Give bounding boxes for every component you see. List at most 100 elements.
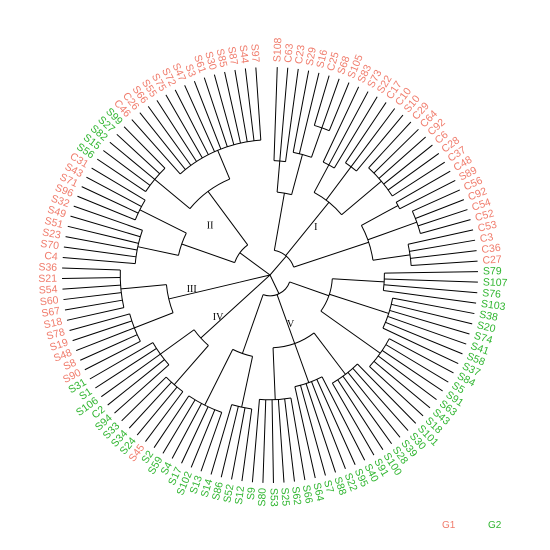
leaf-branch [350,108,396,168]
leaf-label: S79 [483,265,502,277]
leaf-branch [156,100,197,162]
internal-branch [239,252,271,276]
leaf-branch [81,186,139,214]
leaf-branch [345,102,387,164]
leaf-label: S14 [199,477,216,498]
leaf-branch [322,86,360,163]
internal-branch [276,294,296,344]
leaf-branch [417,209,468,227]
leaf-branch [387,153,440,191]
internal-branch [329,293,389,314]
leaf-branch [63,246,137,258]
legend: G1 G2 [442,520,502,531]
internal-branch [276,160,281,193]
leaf-branch [277,399,285,483]
leaf-branch [279,67,289,162]
internal-branch [313,332,346,375]
leaf-label: S18 [43,316,64,332]
leaf-branch [128,381,172,429]
branch-arc [134,230,143,264]
leaf-branch [136,386,178,436]
internal-branch [325,166,352,201]
leaf-label: S76 [482,287,502,301]
leaf-branch [383,144,433,185]
clade-label-v: V [287,319,295,330]
leaf-label: S60 [39,294,59,308]
leaf-branch [121,376,167,422]
internal-branch [137,246,179,256]
branch-arc [273,332,315,349]
leaf-branch [271,399,274,483]
clade-label-ii: II [207,220,214,231]
leaf-branch [378,136,426,179]
leaf-branch [313,75,330,126]
leaf-branch [224,71,241,144]
leaf-branch [101,353,161,398]
leaf-branch [66,307,124,321]
branch-arc [179,139,261,175]
leaf-branch [84,340,141,371]
leaf-label: S53 [268,488,280,507]
leaf-branch [65,236,138,251]
leaf-branch [86,176,142,207]
internal-branch [269,274,280,294]
leaf-branch [328,82,350,131]
leaf-label: S19 [48,336,70,353]
internal-branch [294,343,310,383]
leaf-branch [181,406,209,464]
branch-arc [234,244,249,263]
branch-arc [232,348,253,357]
leaf-branch [89,342,154,380]
leaf-branch [352,368,409,431]
internal-branch [120,284,167,290]
internal-branch [200,285,259,339]
leaf-branch [316,379,356,465]
leaf-branch [190,409,216,468]
leaf-label: S7 [321,479,336,495]
leaf-label: S36 [38,261,57,274]
leaf-branch [321,78,340,129]
branch-arc [322,161,335,169]
leaf-branch [62,256,136,265]
leaf-branch [368,121,412,169]
internal-branch [273,192,285,251]
leaf-label: S1 [77,386,94,403]
leaf-branch [384,271,478,274]
branch-arc [134,199,146,221]
leaf-label: S87 [225,46,240,67]
leaf-branch [292,70,310,153]
leaf-branch [331,382,375,456]
branch-arc [360,225,374,261]
leaf-branch [392,297,475,315]
leaf-label: S16 [314,48,330,69]
leaf-branch [356,114,404,172]
leaf-branch [174,89,209,155]
leaf-label: C54 [470,196,492,214]
internal-branch [372,254,411,261]
leaf-branch [373,128,419,174]
clade-label-i: I [314,222,317,233]
branch-arc [411,210,421,234]
legend-g2-label: G2 [488,520,502,531]
internal-branch [285,201,330,256]
leaf-branch [412,189,461,212]
leaf-label: S38 [478,309,499,324]
leaf-branch [165,94,203,159]
internal-branch [154,179,191,210]
leaf-branch [387,315,467,345]
leaf-label: S78 [45,326,66,343]
leaf-label: S67 [41,305,62,320]
leaf-branch [294,386,316,479]
leaf-branch [251,399,260,483]
leaf-branch [234,69,248,142]
branch-arc [395,202,401,210]
leaf-branch [114,364,170,414]
leaf-label: S32 [49,193,71,211]
leaf-branch [284,398,295,482]
leaf-branch [392,161,446,197]
leaf-label: S70 [40,238,60,252]
leaf-branch [389,309,470,335]
leaf-branch [70,215,141,238]
internal-branch [134,312,174,329]
